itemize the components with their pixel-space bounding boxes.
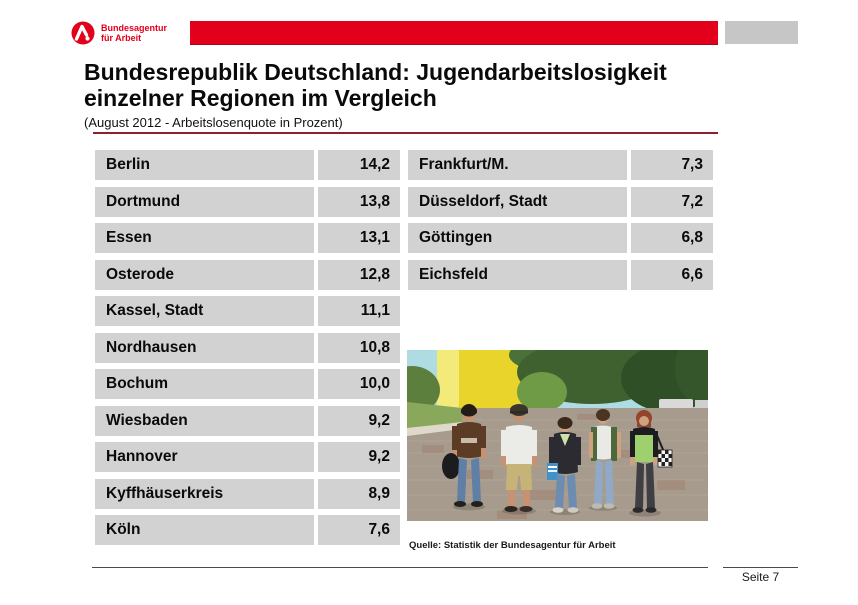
footer-divider-short — [723, 567, 798, 568]
table-row: Köln 7,6 — [95, 515, 400, 545]
unemployment-rate: 9,2 — [318, 442, 400, 472]
photo-source-caption: Quelle: Statistik der Bundesagentur für … — [409, 540, 616, 551]
region-name: Osterode — [95, 259, 314, 290]
unemployment-rate: 13,1 — [318, 223, 400, 253]
unemployment-table-right: Frankfurt/M. 7,3 Düsseldorf, Stadt 7,2 G… — [408, 150, 713, 290]
page-title: Bundesrepublik Deutschland: Jugendarbeit… — [84, 59, 784, 111]
unemployment-rate: 12,8 — [318, 259, 400, 290]
table-row: Eichsfeld 6,6 — [408, 259, 713, 290]
header-gray-bar — [725, 21, 798, 44]
region-name: Frankfurt/M. — [408, 150, 627, 180]
region-name: Essen — [95, 223, 314, 253]
unemployment-rate: 13,8 — [318, 186, 400, 217]
title-underline — [93, 132, 718, 134]
table-row: Göttingen 6,8 — [408, 223, 713, 253]
figure-girl-green-top — [630, 410, 673, 513]
figure-girl-white-top — [589, 409, 621, 509]
figure-girl-dark-jacket — [547, 417, 581, 513]
region-name: Dortmund — [95, 186, 314, 217]
region-name: Berlin — [95, 150, 314, 180]
bundesagentur-logo: Bundesagentur für Arbeit — [70, 20, 167, 46]
logo-text-line1: Bundesagentur — [101, 22, 168, 33]
table-row: Bochum 10,0 — [95, 369, 400, 399]
region-name: Kassel, Stadt — [95, 296, 314, 326]
table-row: Kassel, Stadt 11,1 — [95, 296, 400, 326]
table-row: Nordhausen 10,8 — [95, 332, 400, 363]
page-subtitle: (August 2012 - Arbeitslosenquote in Proz… — [84, 115, 343, 130]
table-row: Hannover 9,2 — [95, 442, 400, 472]
unemployment-rate: 10,8 — [318, 332, 400, 363]
unemployment-table-left: Berlin 14,2 Dortmund 13,8 Essen 13,1 Ost… — [95, 150, 400, 545]
unemployment-rate: 7,3 — [631, 150, 713, 180]
figure-guy-brown-shirt — [442, 404, 486, 507]
bundesagentur-logo-icon — [71, 21, 95, 45]
region-name: Bochum — [95, 369, 314, 399]
page-title-line2: einzelner Regionen im Vergleich — [84, 85, 437, 111]
table-row: Kyffhäuserkreis 8,9 — [95, 478, 400, 509]
unemployment-rate: 14,2 — [318, 150, 400, 180]
page-number: Seite 7 — [741, 570, 780, 584]
page-title-line1: Bundesrepublik Deutschland: Jugendarbeit… — [84, 59, 667, 85]
unemployment-rate: 11,1 — [318, 296, 400, 326]
unemployment-rate: 9,2 — [318, 405, 400, 436]
table-row: Wiesbaden 9,2 — [95, 405, 400, 436]
table-row: Berlin 14,2 — [95, 150, 400, 180]
region-name: Wiesbaden — [95, 405, 314, 436]
youth-group-photo — [407, 350, 708, 521]
region-name: Köln — [95, 515, 314, 545]
figure-guy-white-shirt-cap — [501, 404, 537, 512]
region-name: Göttingen — [408, 223, 627, 253]
footer-divider-long — [92, 567, 708, 568]
region-name: Düsseldorf, Stadt — [408, 186, 627, 217]
region-name: Nordhausen — [95, 332, 314, 363]
logo-text-line2: für Arbeit — [101, 33, 142, 43]
unemployment-rate: 8,9 — [318, 478, 400, 509]
region-name: Eichsfeld — [408, 259, 627, 290]
unemployment-rate: 7,6 — [318, 515, 400, 545]
table-row: Frankfurt/M. 7,3 — [408, 150, 713, 180]
table-row: Osterode 12,8 — [95, 259, 400, 290]
logo-text: Bundesagentur für Arbeit — [101, 23, 167, 44]
unemployment-rate: 10,0 — [318, 369, 400, 399]
region-name: Hannover — [95, 442, 314, 472]
region-name: Kyffhäuserkreis — [95, 478, 314, 509]
unemployment-rate: 6,8 — [631, 223, 713, 253]
table-row: Essen 13,1 — [95, 223, 400, 253]
table-row: Dortmund 13,8 — [95, 186, 400, 217]
unemployment-rate: 7,2 — [631, 186, 713, 217]
table-row: Düsseldorf, Stadt 7,2 — [408, 186, 713, 217]
unemployment-rate: 6,6 — [631, 259, 713, 290]
header-red-bar — [190, 21, 718, 45]
